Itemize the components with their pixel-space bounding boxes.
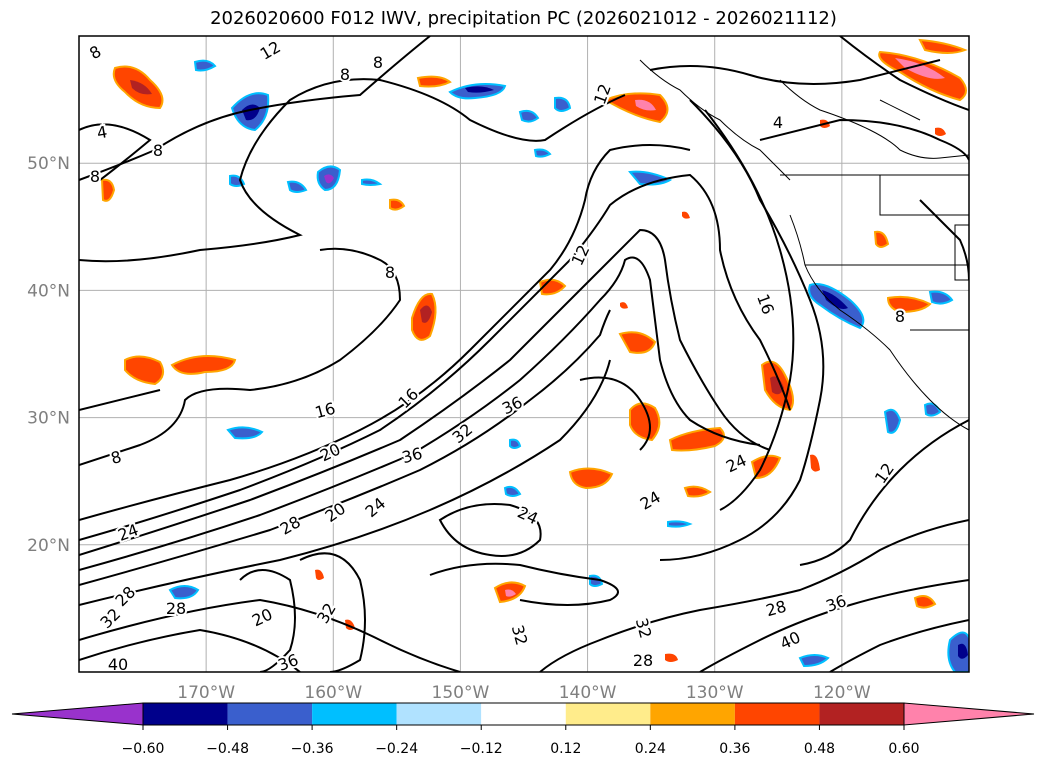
colorbar-segment <box>481 703 566 725</box>
lon-tick-label: 160°W <box>304 683 362 703</box>
colorbar-tick-label: −0.12 <box>460 741 503 757</box>
lat-tick-label: 20°N <box>27 536 70 556</box>
colorbar-segment <box>143 703 228 725</box>
iwv-contour-label: 4 <box>771 111 785 134</box>
iwv-contour-label: 28 <box>631 649 655 672</box>
svg-text:28: 28 <box>633 651 653 670</box>
svg-text:8: 8 <box>385 263 395 282</box>
lon-tick-label: 170°W <box>177 683 235 703</box>
lat-tick-label: 30°N <box>27 409 70 429</box>
svg-text:8: 8 <box>153 141 163 160</box>
colorbar-segment <box>312 703 397 725</box>
colorbar-tick-label: 0.36 <box>719 741 750 757</box>
iwv-contour-label: 8 <box>893 305 907 328</box>
colorbar-tick-label: 0.24 <box>635 741 666 757</box>
coastline-layer <box>639 59 969 431</box>
colorbar-tick-label: 0.48 <box>804 741 835 757</box>
svg-text:8: 8 <box>340 65 350 84</box>
lat-tick-label: 50°N <box>27 154 70 174</box>
iwv-contour-label: 8 <box>371 51 385 74</box>
iwv-contour-label: 8 <box>88 165 102 188</box>
svg-text:8: 8 <box>90 167 100 186</box>
colorbar-extend-low <box>11 702 144 726</box>
lon-tick-label: 130°W <box>686 683 744 703</box>
lon-tick-label: 150°W <box>432 683 490 703</box>
latitude-tick-labels: 20°N 30°N 40°N 50°N <box>27 154 70 556</box>
precipitation-anomaly-layer <box>100 38 969 672</box>
colorbar-segment <box>565 703 651 725</box>
precip-positive-regions <box>100 38 968 662</box>
colorbar-segment <box>227 703 313 725</box>
colorbar-tick-label: −0.48 <box>206 741 249 757</box>
svg-text:8: 8 <box>373 53 383 72</box>
map-background <box>79 36 969 672</box>
svg-text:28: 28 <box>166 599 186 618</box>
colorbar-tick-label: −0.60 <box>122 741 165 757</box>
lat-tick-label: 40°N <box>27 281 70 301</box>
iwv-contour-label: 28 <box>164 597 188 620</box>
colorbar-tick-label: −0.36 <box>291 741 334 757</box>
colorbar-frame <box>142 702 905 726</box>
svg-text:4: 4 <box>773 113 783 132</box>
colorbar-segment <box>734 703 820 725</box>
iwv-contour-label: 8 <box>151 139 165 162</box>
iwv-contour-label: 8 <box>383 261 397 284</box>
colorbar-segment <box>650 703 735 725</box>
svg-text:40: 40 <box>108 655 128 674</box>
map-frame <box>78 35 970 673</box>
longitude-tick-labels: 170°W 160°W 150°W 140°W 130°W 120°W <box>177 683 871 703</box>
colorbar-tick-label: 0.60 <box>888 741 919 757</box>
iwv-contour-label: 8 <box>338 63 352 86</box>
colorbar-tick-label: −0.24 <box>375 741 418 757</box>
colorbar-segment <box>819 703 904 725</box>
iwv-contour-label: 40 <box>106 653 130 676</box>
lon-tick-label: 140°W <box>559 683 617 703</box>
colorbar-segment <box>396 703 482 725</box>
colorbar-tick-label: 0.12 <box>550 741 581 757</box>
iwv-contour-layer <box>79 36 969 672</box>
map-title: 2026020600 F012 IWV, precipitation PC (2… <box>210 8 837 29</box>
colorbar-extend-high <box>903 702 1035 726</box>
lon-tick-label: 120°W <box>813 683 871 703</box>
colorbar: −0.60 −0.48 −0.36 −0.24 −0.12 0.12 0.24 0.36 0.4… <box>11 702 1035 757</box>
svg-text:8: 8 <box>895 307 905 326</box>
